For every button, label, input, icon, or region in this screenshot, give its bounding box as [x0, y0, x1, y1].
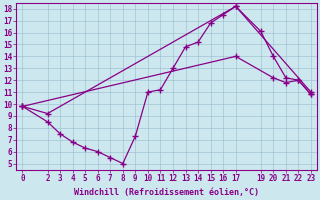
X-axis label: Windchill (Refroidissement éolien,°C): Windchill (Refroidissement éolien,°C): [74, 188, 259, 197]
